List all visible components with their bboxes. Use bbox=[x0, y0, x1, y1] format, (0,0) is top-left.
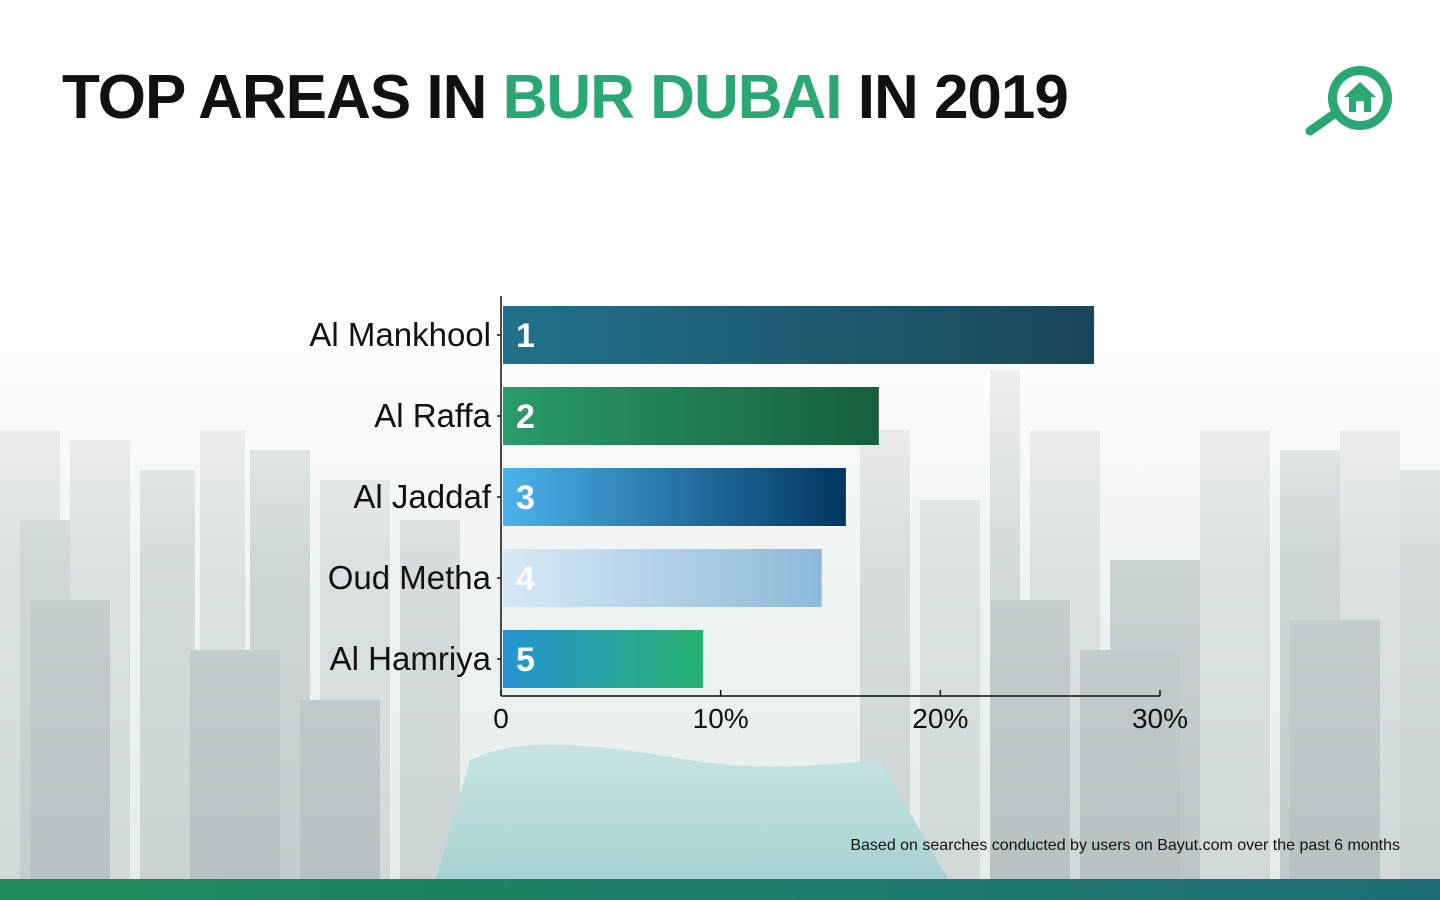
page-title: TOP AREAS IN BUR DUBAI IN 2019 bbox=[62, 62, 1069, 133]
bar-rank-label: 1 bbox=[516, 317, 535, 355]
bar-2 bbox=[503, 387, 879, 445]
x-tick-label: 10% bbox=[693, 703, 749, 734]
x-tick-label: 20% bbox=[912, 703, 968, 734]
bar-rank-label: 2 bbox=[516, 398, 535, 436]
x-tick-label: 30% bbox=[1132, 703, 1188, 734]
bar-1 bbox=[503, 306, 1095, 364]
category-label: Al Jaddaf bbox=[353, 478, 491, 515]
bar-3 bbox=[503, 468, 846, 526]
footer-bar bbox=[0, 879, 1440, 900]
bar-4 bbox=[503, 549, 822, 607]
bayut-logo-icon bbox=[1305, 66, 1392, 136]
category-label: Al Mankhool bbox=[309, 316, 491, 353]
bar-5 bbox=[503, 630, 704, 688]
bar-rank-label: 4 bbox=[516, 560, 535, 598]
title-prefix: TOP AREAS IN bbox=[62, 63, 503, 132]
title-highlight: BUR DUBAI bbox=[502, 63, 843, 132]
category-label: Al Hamriya bbox=[330, 640, 492, 677]
bar-rank-label: 3 bbox=[516, 479, 535, 517]
bar-rank-label: 5 bbox=[516, 641, 535, 679]
category-label: Al Raffa bbox=[374, 397, 491, 434]
bars-layer: 1 Al Mankhool 2 Al Raffa 3 Al Jaddaf 4 Oud Meth… bbox=[309, 306, 1095, 688]
x-tick-label: 0 bbox=[493, 703, 509, 734]
category-label: Oud Metha bbox=[328, 559, 492, 596]
source-footnote: Based on searches conducted by users on … bbox=[850, 837, 1400, 854]
title-suffix: IN 2019 bbox=[841, 63, 1069, 132]
x-axis: 0 10% 20% 30% bbox=[493, 296, 1188, 734]
